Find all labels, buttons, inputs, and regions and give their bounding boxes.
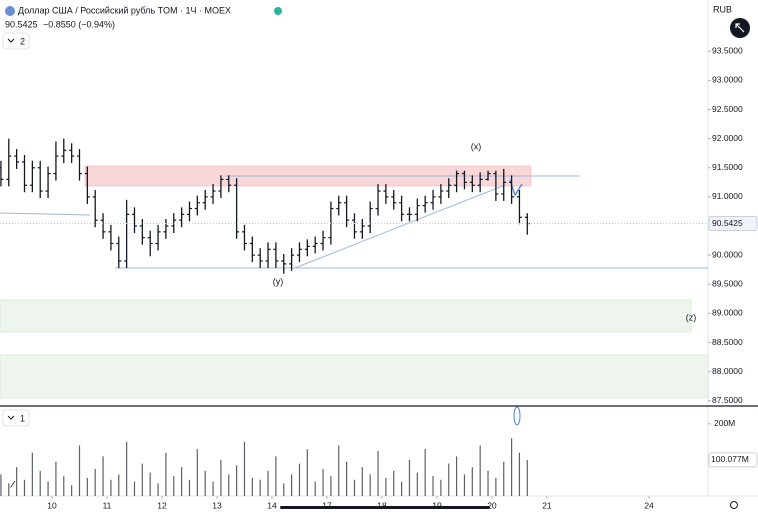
y-tick-label: 91.5000 bbox=[712, 162, 743, 172]
y-tick-label: 89.5000 bbox=[712, 279, 743, 289]
wave-label: (z) bbox=[686, 312, 697, 322]
y-tick-label: 93.0000 bbox=[712, 75, 743, 85]
x-tick-label: 14 bbox=[267, 500, 277, 510]
wave-label: (x) bbox=[471, 141, 482, 151]
last-price: 90.5425 bbox=[5, 19, 38, 29]
last-price-tag-label: 90.5425 bbox=[712, 218, 743, 228]
indicator-toggle[interactable] bbox=[2, 32, 30, 50]
x-tick-label: 17 bbox=[322, 500, 332, 510]
x-tick-label: 21 bbox=[542, 500, 552, 510]
chevron bbox=[7, 38, 15, 43]
status-dot bbox=[274, 7, 282, 15]
x-tick-label: 11 bbox=[103, 500, 112, 510]
symbol-icon bbox=[5, 6, 15, 16]
y-tick-label: 87.5000 bbox=[712, 395, 743, 405]
x-tick-label: 18 bbox=[377, 500, 387, 510]
last-volume-tag bbox=[708, 452, 758, 468]
indicator-toggle[interactable] bbox=[2, 409, 30, 427]
y-tick-label: 90.0000 bbox=[712, 249, 743, 259]
wave-label: (y) bbox=[273, 276, 284, 286]
y-tick-label: 91.0000 bbox=[712, 191, 743, 201]
x-tick-label: 20 bbox=[487, 500, 497, 510]
trend-line bbox=[294, 184, 506, 269]
y-tick-label: 88.5000 bbox=[712, 337, 743, 347]
last-volume-label: 100.077M bbox=[711, 454, 749, 464]
last-price-tag bbox=[708, 216, 758, 231]
button-icon bbox=[735, 23, 745, 33]
chevron bbox=[7, 415, 15, 420]
y-tick-label: 92.5000 bbox=[712, 104, 743, 114]
x-tick-label: 13 bbox=[212, 500, 222, 510]
support-zone bbox=[0, 354, 709, 399]
x-tick-label: 10 bbox=[47, 500, 57, 510]
y-tick-label: 93.5000 bbox=[712, 46, 743, 56]
y-tick-label: 200M bbox=[714, 418, 735, 428]
x-tick-label: 12 bbox=[157, 500, 167, 510]
price-change: −0.8550 (−0.94%) bbox=[43, 19, 115, 29]
settings-icon[interactable] bbox=[730, 501, 738, 509]
x-tick-label: 19 bbox=[432, 500, 442, 510]
y-tick-label: 89.0000 bbox=[712, 308, 743, 318]
volume-highlight bbox=[513, 406, 521, 426]
indicator-count: 2 bbox=[20, 36, 25, 46]
support-zone bbox=[0, 299, 692, 333]
indicator-count: 1 bbox=[20, 413, 25, 423]
y-tick-label: 92.0000 bbox=[712, 133, 743, 143]
symbol-title[interactable]: Доллар США / Российский рубль TOM · 1Ч ·… bbox=[18, 5, 231, 15]
y-tick-label: 88.0000 bbox=[712, 366, 743, 376]
x-tick-label: 24 bbox=[644, 500, 654, 510]
tv-logo: ⁄ bbox=[10, 479, 16, 489]
currency[interactable]: RUB bbox=[713, 4, 732, 14]
trend-line bbox=[0, 212, 91, 216]
scrollbar[interactable] bbox=[280, 506, 490, 509]
